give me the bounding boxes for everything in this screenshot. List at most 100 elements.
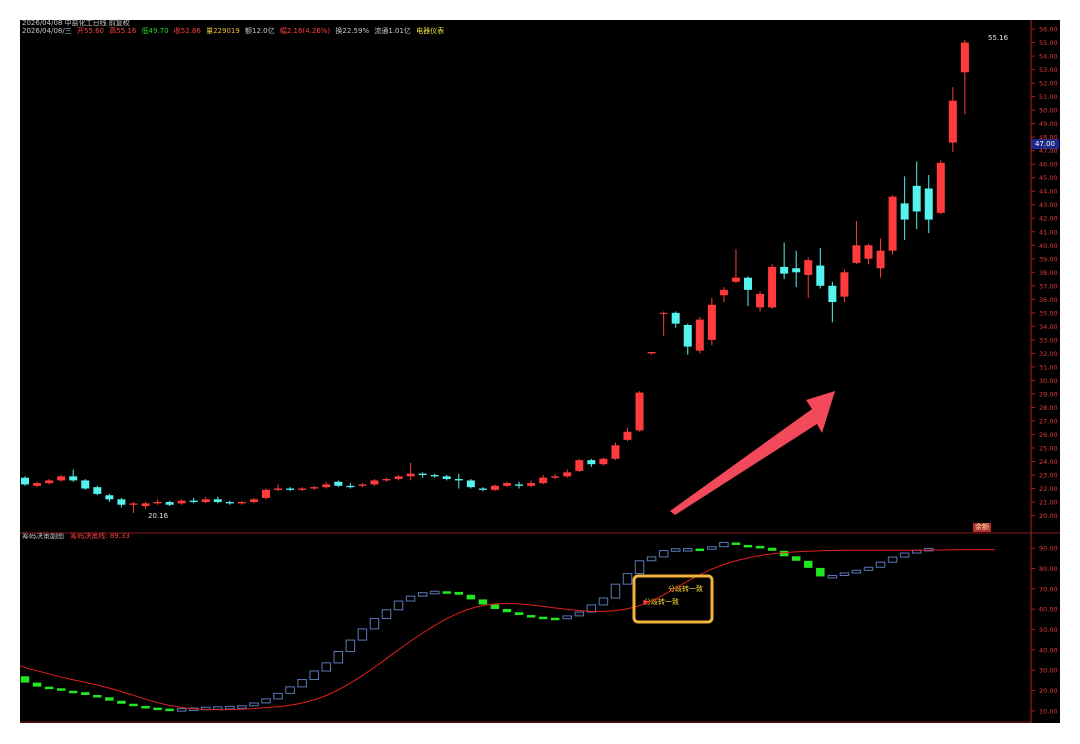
sub-bar [670, 548, 681, 552]
candle-body [129, 503, 138, 505]
sub-bar [165, 708, 174, 712]
sub-bar [20, 676, 30, 683]
sub-bar [646, 556, 657, 562]
quote-date: 2026/04/08/三 [22, 27, 72, 35]
sub-bar [478, 599, 488, 605]
candle-body [900, 203, 909, 220]
y-tick-label: 36.00 [1039, 296, 1058, 304]
sub-bar [490, 604, 500, 609]
candle-body [731, 277, 740, 282]
quote-line: 2026/04/08/三 开55.60 高55.16 低49.70 收52.86… [22, 27, 447, 36]
candle-body [81, 480, 90, 489]
candle-body [478, 488, 487, 490]
sub-bar [634, 560, 645, 575]
main-plot: 20.00 21.00 22.00 23.00 24.00 25.00 26.00 27.00… [21, 26, 1058, 520]
sub-bar [550, 617, 560, 621]
y-tick-label: 34.00 [1039, 323, 1058, 331]
candle-body [406, 473, 415, 477]
sub-plot: 10.00 20.00 30.00 40.00 50.00 60.00 70.00 80.00… [20, 541, 1058, 715]
sub-bar [297, 679, 307, 688]
candle-body [33, 483, 42, 486]
y-tick-label: 28.00 [1039, 404, 1058, 412]
quote-low: 低49.70 [141, 27, 169, 35]
candle-body [153, 502, 162, 504]
sub-bar [105, 697, 114, 701]
candle-body [442, 476, 451, 480]
y-tick-label: 42.00 [1039, 215, 1058, 223]
candle-body [466, 480, 475, 488]
sub-bar [610, 583, 621, 599]
y-tick-label: 45.00 [1039, 174, 1058, 182]
candle-body [792, 268, 801, 273]
annotation-dot [643, 600, 647, 604]
sub-chart-name: 筹码决策副图 [22, 532, 64, 540]
sub-bar [225, 705, 235, 710]
low-price-label: 20.16 [148, 512, 169, 520]
sub-bar [237, 705, 247, 709]
candle-body [69, 476, 78, 481]
sub-bar [779, 550, 789, 557]
sub-bar [875, 561, 886, 568]
candle-body [623, 431, 632, 440]
chart-panel: 2026/04/08 中盐化工日线 前复权 2026/04/08/三 开55.6… [20, 19, 1060, 723]
high-price-label: 55.16 [988, 34, 1009, 42]
y-tick-label: 33.00 [1039, 336, 1058, 344]
y-tick-label: 20.00 [1039, 512, 1058, 520]
sub-bar [32, 682, 42, 687]
sub-bar [405, 595, 416, 602]
candle-body [659, 312, 668, 314]
candle-body [948, 100, 957, 143]
sub-bar [56, 688, 66, 691]
quote-amount: 额12.0亿 [245, 27, 275, 35]
y-tick-label: 47.00 [1039, 147, 1058, 155]
y-tick-label: 39.00 [1039, 255, 1058, 263]
y-tick-label: 29.00 [1039, 390, 1058, 398]
candle-body [756, 293, 765, 308]
y-tick-label: 30.00 [1039, 377, 1058, 385]
candle-body [575, 460, 584, 471]
sub-bar [153, 707, 162, 711]
annotation-text-1: 分歧转一致 [668, 585, 703, 593]
candle-body [57, 476, 66, 481]
candle-body [515, 484, 524, 486]
sub-bar [44, 686, 54, 690]
candle-body [539, 477, 548, 484]
sub-bar [357, 628, 368, 641]
candle-body [599, 458, 608, 465]
candle-body [430, 475, 439, 477]
sub-bar [586, 604, 597, 613]
y-tick-label: 37.00 [1039, 282, 1058, 290]
sub-chart-indicator: 筹码决策线: 89.33 [70, 532, 130, 540]
sub-bar [911, 549, 922, 554]
sub-bar [393, 600, 404, 611]
candle-body [647, 352, 656, 354]
y-tick-label: 40.00 [1039, 242, 1058, 250]
sub-bar [454, 591, 464, 595]
candle-body [322, 484, 331, 488]
y-tick-label: 26.00 [1039, 431, 1058, 439]
candle-body [262, 489, 270, 498]
annotation-box [632, 574, 714, 624]
candle-body [912, 185, 921, 212]
candle-body [936, 162, 945, 213]
sub-bar [68, 690, 78, 694]
quote-change: 幅2.16(4.26%) [279, 27, 331, 35]
margin-badge: 余额 [973, 523, 991, 532]
sub-bar [827, 574, 838, 579]
sub-y-tick-label: 20.00 [1039, 687, 1058, 695]
candle-body [201, 499, 210, 503]
sub-bar [466, 594, 476, 600]
candle-body [635, 392, 644, 431]
candle-body [840, 272, 849, 297]
sub-bar [442, 591, 451, 594]
candle-body [924, 188, 933, 220]
quote-turnover: 换22.59% [335, 27, 370, 35]
sub-y-tick-label: 70.00 [1039, 585, 1058, 593]
sub-bar [804, 560, 813, 568]
candle-body [490, 485, 499, 490]
sub-bar [285, 686, 295, 694]
y-tick-label: 48.00 [1039, 134, 1058, 142]
candle-body [189, 500, 198, 503]
candle-body [286, 488, 295, 490]
sub-y-tick-label: 40.00 [1039, 646, 1058, 654]
